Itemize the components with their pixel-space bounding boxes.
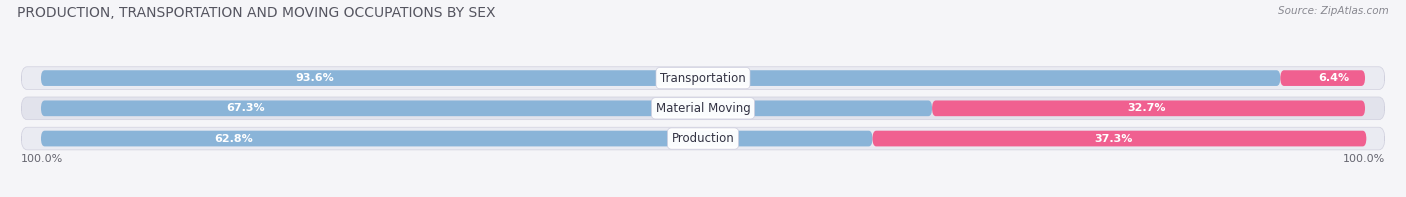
Text: 93.6%: 93.6% bbox=[295, 73, 335, 83]
FancyBboxPatch shape bbox=[41, 100, 932, 116]
Text: Material Moving: Material Moving bbox=[655, 102, 751, 115]
Text: Source: ZipAtlas.com: Source: ZipAtlas.com bbox=[1278, 6, 1389, 16]
Text: 62.8%: 62.8% bbox=[214, 134, 253, 144]
Text: Transportation: Transportation bbox=[661, 72, 745, 85]
Text: 100.0%: 100.0% bbox=[21, 154, 63, 164]
FancyBboxPatch shape bbox=[41, 70, 1281, 86]
FancyBboxPatch shape bbox=[21, 67, 1385, 89]
Text: 100.0%: 100.0% bbox=[1343, 154, 1385, 164]
FancyBboxPatch shape bbox=[873, 131, 1367, 146]
FancyBboxPatch shape bbox=[21, 127, 1385, 150]
Text: 32.7%: 32.7% bbox=[1128, 103, 1166, 113]
FancyBboxPatch shape bbox=[21, 97, 1385, 120]
Text: 67.3%: 67.3% bbox=[226, 103, 264, 113]
Text: 6.4%: 6.4% bbox=[1319, 73, 1350, 83]
FancyBboxPatch shape bbox=[1281, 70, 1365, 86]
FancyBboxPatch shape bbox=[932, 100, 1365, 116]
FancyBboxPatch shape bbox=[41, 131, 873, 146]
Text: PRODUCTION, TRANSPORTATION AND MOVING OCCUPATIONS BY SEX: PRODUCTION, TRANSPORTATION AND MOVING OC… bbox=[17, 6, 495, 20]
Text: 37.3%: 37.3% bbox=[1095, 134, 1133, 144]
Text: Production: Production bbox=[672, 132, 734, 145]
